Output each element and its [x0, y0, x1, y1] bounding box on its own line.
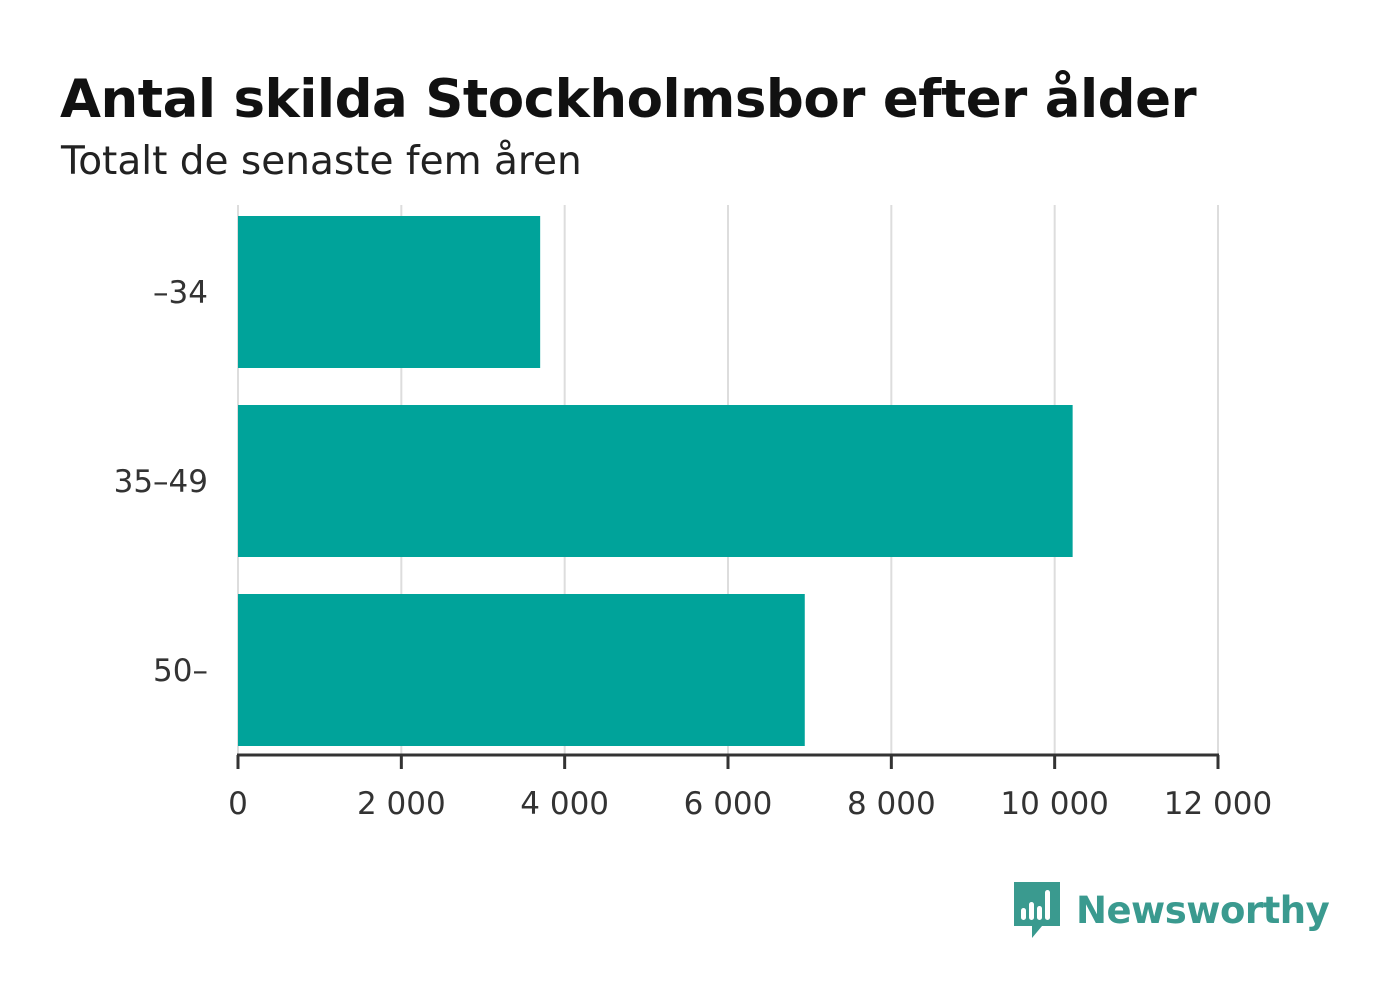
category-label-1: 35–49	[114, 464, 208, 500]
category-label-0: –34	[153, 275, 208, 311]
chart-subtitle: Totalt de senaste fem åren	[61, 139, 582, 184]
bars	[238, 216, 1073, 746]
newsworthy-logo[interactable]: Newsworthy	[1012, 880, 1330, 940]
x-tick-label-3: 6 000	[684, 786, 773, 822]
x-tick-label-2: 4 000	[520, 786, 609, 822]
chart-title: Antal skilda Stockholmsbor efter ålder	[60, 69, 1197, 130]
x-tick-label-6: 12 000	[1164, 786, 1272, 822]
x-tick-label-0: 0	[228, 786, 248, 822]
x-tick-label-5: 10 000	[1000, 786, 1108, 822]
bar-1	[238, 405, 1073, 557]
x-tick-label-1: 2 000	[357, 786, 446, 822]
brand-name: Newsworthy	[1076, 888, 1330, 932]
bar-0	[238, 216, 541, 368]
newsworthy-logo-icon	[1014, 882, 1060, 938]
y-axis-labels: –34 35–49 50–	[114, 275, 208, 689]
category-label-2: 50–	[153, 653, 208, 689]
bar-2	[238, 594, 805, 746]
x-tick-label-4: 8 000	[847, 786, 936, 822]
x-axis: 0 2 000 4 000 6 000 8 000 10 000 12 000	[228, 753, 1272, 822]
